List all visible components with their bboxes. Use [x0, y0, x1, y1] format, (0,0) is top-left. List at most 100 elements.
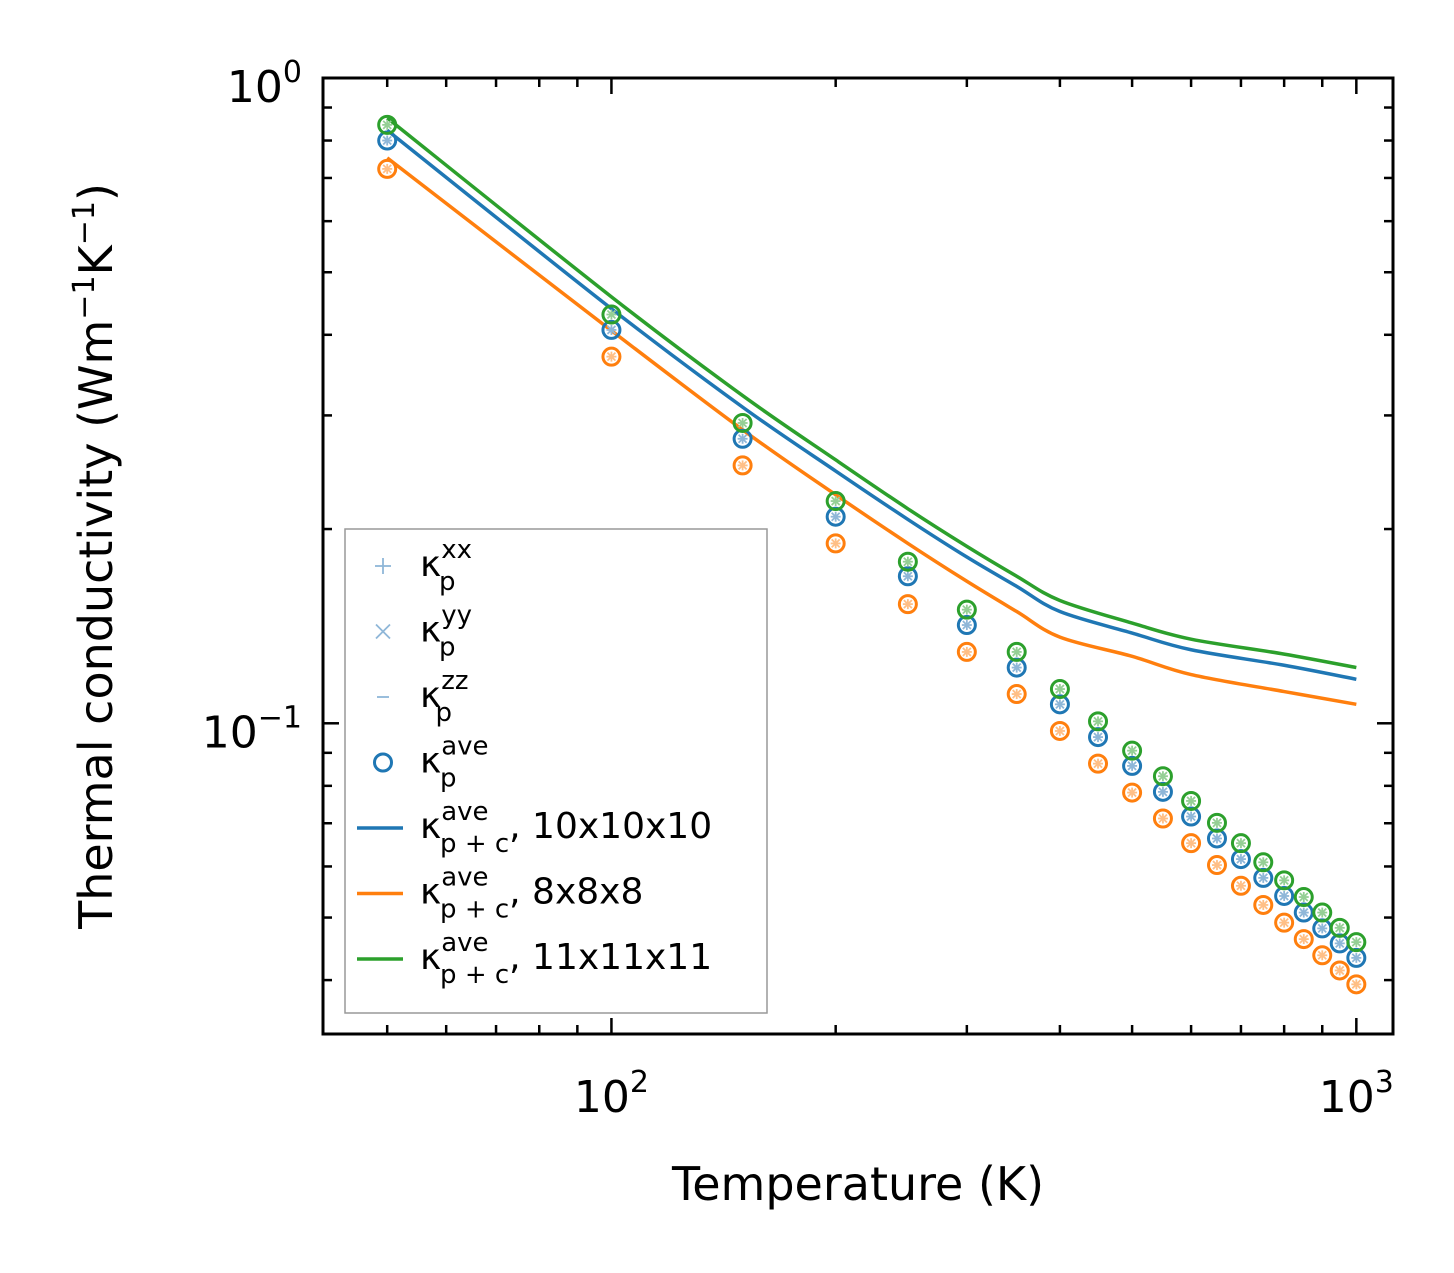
data-point-circle	[897, 551, 918, 572]
data-point-x-b	[1158, 787, 1168, 797]
x-tick-label-base: 10	[1319, 1072, 1375, 1123]
legend-subscript: p	[440, 764, 457, 794]
data-point-x-b	[737, 460, 748, 471]
data-point-circle	[1329, 960, 1350, 981]
data-point-x-b	[1236, 838, 1246, 848]
data-point-x-b	[903, 557, 913, 567]
data-point-x-b	[1093, 716, 1103, 726]
data-point-x-b	[1012, 689, 1022, 699]
data-point-x-b	[1335, 965, 1345, 976]
legend-kappa: κ	[420, 741, 441, 782]
data-point-x-b	[1236, 854, 1246, 864]
data-point-x-b	[1279, 918, 1289, 928]
legend-entry-label: κxx p	[420, 535, 472, 597]
legend-superscript: zz	[441, 666, 468, 696]
legend-suffix: , 10x10x10	[509, 806, 712, 847]
data-point-circle	[956, 641, 977, 662]
data-point-circle	[377, 114, 398, 135]
legend-subscript: p + c	[440, 960, 509, 990]
data-point-circle	[601, 304, 622, 325]
data-point-circle	[377, 158, 398, 179]
data-point-x-b	[1317, 907, 1327, 918]
data-point-x-b	[962, 620, 972, 630]
data-point-x-b	[1212, 818, 1222, 828]
data-point-x-b	[737, 418, 748, 428]
data-point-circle	[1274, 870, 1295, 891]
legend-entry-label: κyy p	[420, 601, 472, 663]
y-tick-label-exponent: 0	[283, 55, 302, 90]
legend-kappa: κ	[420, 806, 441, 847]
legend-kappa: κ	[420, 675, 441, 716]
kappa-pc-line	[386, 156, 1357, 707]
data-point-x-b	[606, 352, 617, 362]
kappa-pc-line	[386, 128, 1357, 682]
legend-kappa: κ	[420, 544, 441, 585]
data-point-circle	[1206, 812, 1227, 833]
data-point-circle	[956, 599, 977, 620]
legend-entry-label: κzz p	[420, 666, 469, 728]
data-point-circle	[1181, 833, 1202, 854]
data-point-circle	[1049, 679, 1070, 700]
legend-superscript: ave	[441, 863, 488, 893]
data-point-x-b	[606, 325, 617, 335]
data-point-x-b	[1258, 900, 1268, 910]
data-point-x-b	[1335, 923, 1345, 933]
data-point-circle	[1152, 766, 1173, 787]
data-point-circle	[1230, 875, 1251, 896]
legend-box	[344, 528, 768, 1014]
data-point-x-b	[1055, 699, 1065, 709]
data-point-circle	[1293, 929, 1314, 950]
legend-entry-label: κave p + c, 10x10x10	[420, 797, 712, 859]
x-axis-label: Temperature (K)	[671, 1157, 1044, 1211]
data-point-x-b	[606, 309, 617, 320]
data-point-x-b	[1299, 892, 1309, 902]
data-point-x-b	[1279, 891, 1289, 901]
data-point-x-b	[1317, 950, 1327, 960]
data-point-x-b	[1012, 647, 1022, 657]
data-point-x-b	[1186, 811, 1196, 822]
data-point-x-b	[1351, 979, 1361, 989]
data-point-x-b	[1186, 796, 1196, 806]
data-point-x-b	[1258, 857, 1268, 867]
x-tick-label: 102	[574, 1065, 649, 1123]
data-point-circle	[1312, 945, 1333, 966]
data-point-x-b	[1186, 838, 1196, 848]
data-point-x-b	[1258, 873, 1268, 883]
data-point-circle	[732, 455, 753, 476]
legend-subscript: p	[436, 698, 453, 728]
data-point-circle	[1049, 720, 1070, 741]
data-point-x-b	[1335, 938, 1345, 949]
data-point-circle	[1346, 974, 1367, 995]
data-point-x-b	[382, 164, 392, 174]
data-point-x-b	[1351, 953, 1361, 963]
data-point-circle	[601, 346, 622, 367]
data-point-x-b	[1317, 923, 1327, 934]
data-point-x-b	[1012, 662, 1022, 673]
data-point-circle	[1312, 902, 1333, 923]
legend-entry-label: κave p + c, 8x8x8	[420, 863, 643, 925]
x-tick-label-base: 10	[574, 1072, 630, 1123]
legend-entry-label: κave p	[420, 732, 489, 794]
y-tick-label: 10−1	[202, 700, 302, 758]
x-tick-label-exponent: 2	[630, 1065, 649, 1100]
data-point-circle	[1274, 912, 1295, 933]
legend-kappa: κ	[420, 937, 441, 978]
data-point-x-b	[1055, 726, 1065, 736]
data-point-circle	[1049, 694, 1070, 715]
data-point-circle	[1253, 894, 1274, 915]
data-point-x-b	[1212, 833, 1222, 844]
legend-subscript: p + c	[440, 895, 509, 925]
legend-superscript: ave	[441, 732, 488, 762]
y-axis-label-sup1: −1	[67, 275, 102, 319]
data-point-circle	[897, 566, 918, 587]
data-point-x-b	[1351, 937, 1361, 947]
data-point-x-b	[1212, 860, 1222, 870]
y-axis-label: Thermal conductivity (Wm−1K−1)	[67, 183, 123, 930]
data-point-circle	[1230, 833, 1251, 854]
legend-kappa: κ	[420, 610, 441, 651]
data-point-x-b	[1299, 907, 1309, 918]
scatter-series	[377, 114, 1367, 995]
data-point-x-b	[1236, 881, 1246, 891]
data-point-x-b	[1158, 771, 1168, 781]
data-point-circle	[1329, 917, 1350, 938]
